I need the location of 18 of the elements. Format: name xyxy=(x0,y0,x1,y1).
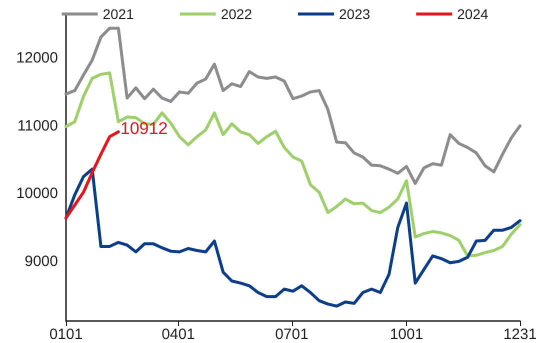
x-tick-label: 0701 xyxy=(275,326,308,343)
legend-label: 2022 xyxy=(220,6,252,22)
x-tick-label: 0401 xyxy=(162,326,195,343)
annotation: 10912 xyxy=(120,118,168,138)
y-tick-label: 11000 xyxy=(17,117,58,134)
y-tick-label: 10000 xyxy=(16,185,58,202)
line-series xyxy=(64,168,522,308)
line-series xyxy=(64,26,522,185)
x-tick-label: 1001 xyxy=(390,326,424,343)
y-tick-label: 9000 xyxy=(24,252,58,270)
legend-label: 2023 xyxy=(339,6,370,22)
legend-label: 2024 xyxy=(457,6,489,22)
x-tick-label: 1231 xyxy=(503,326,537,343)
x-tick-label: 0101 xyxy=(49,326,83,343)
legend-label: 2021 xyxy=(102,6,134,22)
y-tick-label: 12000 xyxy=(16,50,58,67)
line-series xyxy=(64,71,522,258)
line-series xyxy=(64,130,120,220)
